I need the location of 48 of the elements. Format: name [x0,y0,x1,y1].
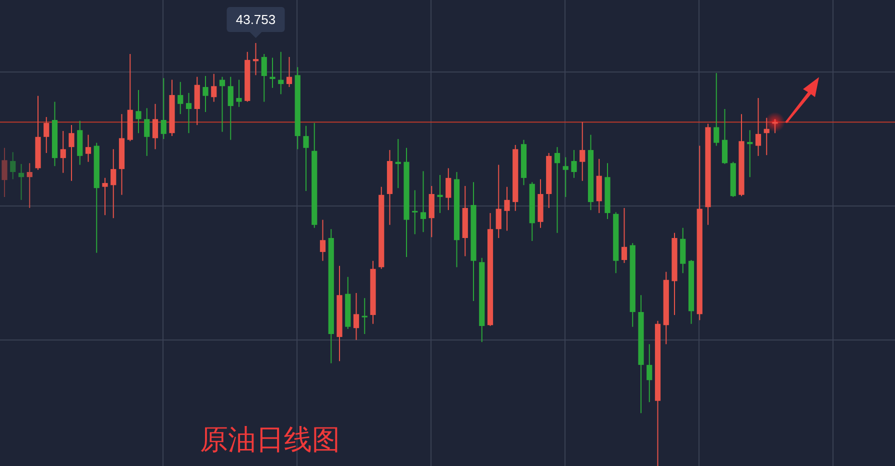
candlestick [320,219,326,262]
text: 43.753 [236,12,276,27]
candlestick [152,103,158,150]
candlestick [362,298,368,335]
candlestick [395,138,401,189]
candlestick [102,177,108,216]
candlestick [714,72,720,146]
candlestick [26,162,32,208]
text: 原油日线图 [200,423,340,456]
candlestick [412,190,418,235]
candlestick [353,292,360,340]
candlestick [646,344,652,403]
candlestick [178,81,184,115]
candlestick [211,73,217,102]
candlestick [755,97,762,156]
candlestick [437,174,443,214]
candlestick [110,148,116,219]
candlestick [747,130,753,178]
candlestick [252,42,259,76]
candlestick [68,124,74,182]
candlestick [60,130,66,174]
candlestick [420,170,426,233]
candlestick [160,78,166,140]
candlestick [571,150,577,178]
candlestick [621,207,628,264]
candlestick [85,134,92,162]
candlestick [286,56,292,88]
candlestick [504,186,510,232]
candlestick [270,57,276,88]
candlestick [202,75,208,112]
candlestick [496,164,502,239]
candlestick [261,54,267,102]
candlestick [772,118,778,134]
candlestick [278,51,284,95]
candlestick [580,122,586,182]
candlestick [186,92,192,134]
candlestick [303,125,309,192]
candlestick [554,146,560,234]
candlestick [136,89,142,134]
candlestick [562,156,568,198]
candlestick [44,116,50,154]
candlestick [722,108,728,164]
candlestick [236,79,242,108]
candlestick [446,168,452,211]
candlestick [144,108,150,156]
candlestick [219,76,226,132]
candlestick [764,117,770,156]
candlestick [228,76,234,140]
